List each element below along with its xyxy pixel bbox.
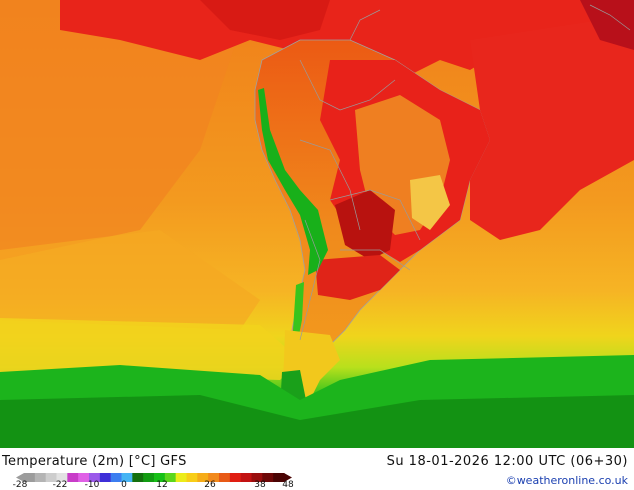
- pampas-hot: [315, 255, 400, 300]
- legend-swatch: [219, 473, 231, 482]
- map-footer: Temperature (2m) [°C] GFS Su 18-01-2026 …: [0, 448, 634, 490]
- chaco-very-hot: [335, 190, 395, 260]
- legend-swatch: [121, 473, 133, 482]
- southern-ocean-colder: [0, 395, 634, 448]
- legend-tick-label: 0: [121, 480, 127, 490]
- brazil-inner-yellow: [410, 175, 450, 230]
- legend-swatch: [78, 473, 90, 482]
- legend-swatch: [24, 473, 36, 482]
- country-borders: [299, 4, 631, 341]
- legend-swatch: [132, 473, 144, 482]
- legend-tick-label: 48: [282, 480, 294, 490]
- legend-swatch: [34, 473, 47, 482]
- legend-swatch: [175, 473, 187, 482]
- caribbean-hot: [200, 0, 330, 40]
- legend-swatch: [56, 473, 68, 482]
- atlantic-hot: [470, 20, 634, 240]
- legend-swatch: [251, 473, 263, 482]
- legend-arrow-low: [16, 473, 24, 482]
- legend-tick-label: 38: [254, 480, 266, 490]
- legend-swatch: [67, 473, 79, 482]
- legend-swatch: [208, 473, 220, 482]
- legend-swatch: [45, 473, 57, 482]
- legend-swatch: [262, 473, 274, 482]
- legend-swatch: [154, 473, 166, 482]
- ocean-warm-band: [0, 0, 250, 260]
- legend-tick-label: -22: [52, 480, 68, 490]
- legend-swatch: [99, 473, 112, 482]
- legend-swatch: [164, 473, 177, 482]
- legend-tick-label: -10: [84, 480, 100, 490]
- legend-arrow-high: [284, 473, 292, 482]
- legend-tick-label: 12: [156, 480, 168, 490]
- legend-swatch: [240, 473, 252, 482]
- legend-swatch: [110, 473, 122, 482]
- legend-tick-label: -28: [12, 480, 28, 490]
- legend-swatch: [229, 473, 242, 482]
- legend-swatch: [143, 473, 155, 482]
- legend-swatch: [89, 473, 101, 482]
- ocean-mid-band: [0, 230, 260, 330]
- legend-swatch: [273, 473, 285, 482]
- credit-link[interactable]: ©weatheronline.co.uk: [505, 474, 628, 487]
- legend-swatch: [197, 473, 209, 482]
- legend-swatch: [186, 473, 198, 482]
- ocean-yellow-band: [0, 318, 300, 380]
- legend-tick-label: 26: [204, 480, 216, 490]
- temperature-map: [0, 0, 634, 448]
- color-scale-legend: [16, 473, 292, 482]
- atlantic-very-hot: [580, 0, 634, 50]
- valid-time: Su 18-01-2026 12:00 UTC (06+30): [386, 454, 628, 469]
- andes-cold: [258, 88, 328, 275]
- variable-label: Temperature (2m) [°C] GFS: [2, 454, 187, 469]
